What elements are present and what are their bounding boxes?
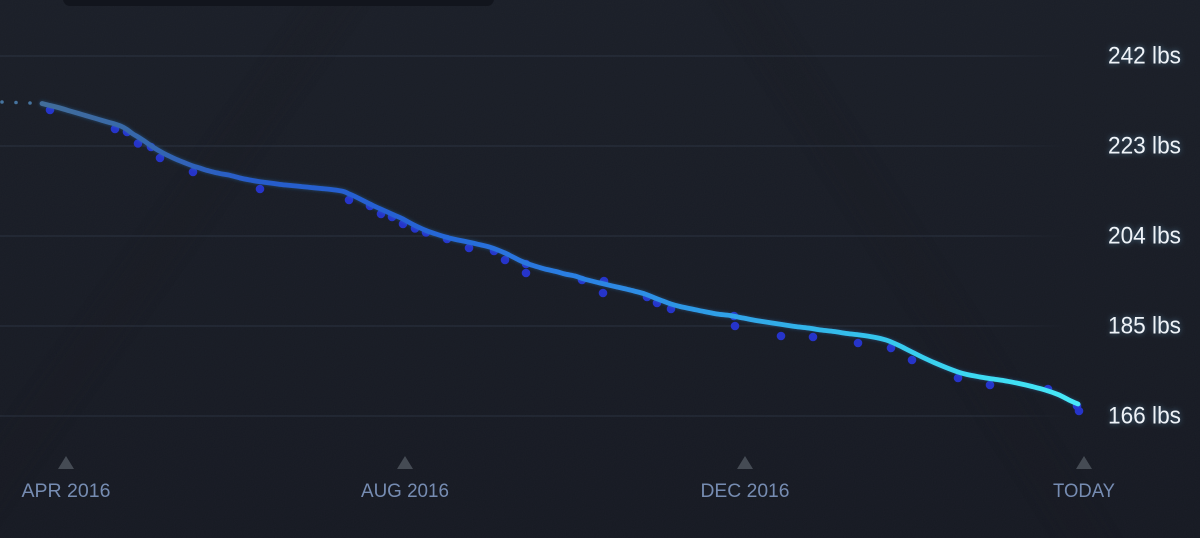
svg-text:204 lbs: 204 lbs bbox=[1108, 223, 1181, 250]
svg-text:223 lbs: 223 lbs bbox=[1108, 133, 1181, 160]
svg-text:TODAY: TODAY bbox=[1053, 480, 1115, 502]
svg-text:AUG 2016: AUG 2016 bbox=[361, 480, 449, 502]
svg-text:APR 2016: APR 2016 bbox=[22, 480, 111, 502]
svg-text:166 lbs: 166 lbs bbox=[1108, 403, 1181, 430]
svg-text:242 lbs: 242 lbs bbox=[1108, 43, 1181, 70]
svg-text:185 lbs: 185 lbs bbox=[1108, 313, 1181, 340]
svg-text:DEC 2016: DEC 2016 bbox=[701, 480, 790, 502]
